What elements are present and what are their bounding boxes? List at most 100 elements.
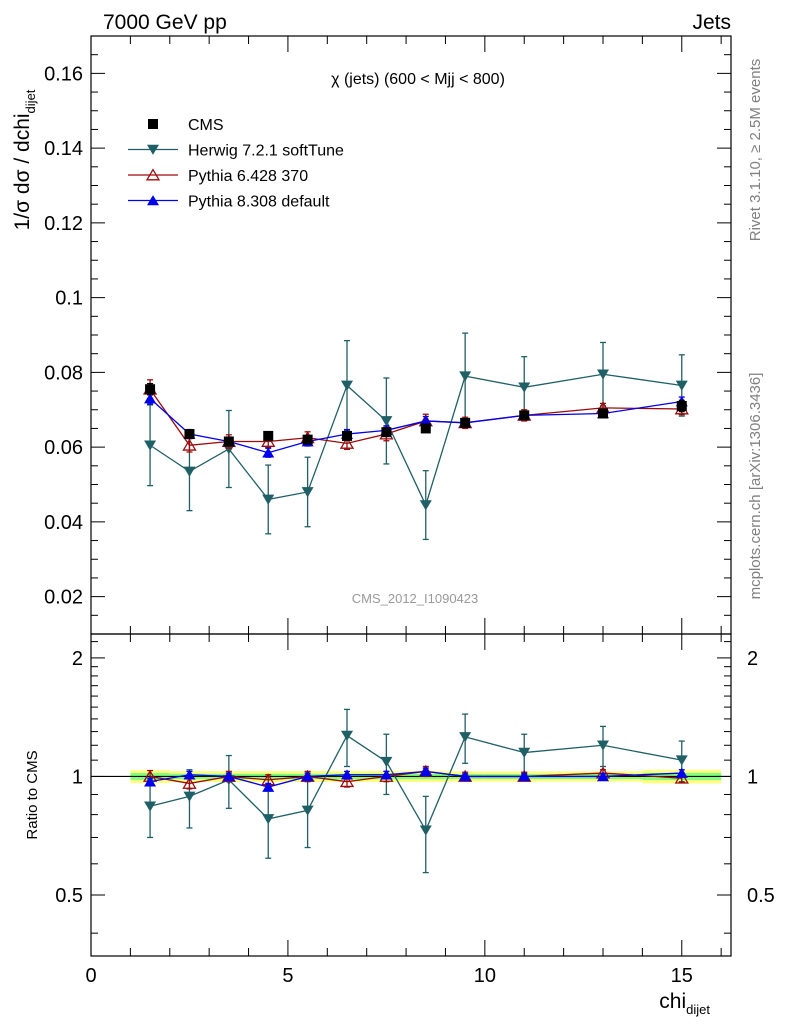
ratio-y-tick-label: 1 — [72, 766, 83, 788]
main-herwig-7-2-1-softtune-point — [597, 369, 609, 380]
ratio-y-tick-label-right: 0.5 — [747, 885, 775, 907]
legend-pythia-6-428-370-label: Pythia 6.428 370 — [188, 168, 308, 185]
main-y-tick-label: 0.12 — [44, 213, 83, 235]
main-pythia-6-428-370-line — [149, 388, 682, 446]
main-herwig-7-2-1-softtune-point — [341, 380, 353, 391]
ratio-y-tick-label-right: 2 — [747, 648, 758, 670]
ratio-pythia-8-308-default-point — [518, 771, 531, 782]
main-cms-point — [145, 384, 156, 395]
main-herwig-7-2-1-softtune-point — [675, 380, 688, 391]
main-cms-point — [263, 430, 274, 441]
chart-title: χ (jets) (600 < Mjj < 800) — [331, 71, 505, 88]
legend-herwig-7-2-1-softtune-marker — [147, 144, 159, 155]
x-axis-title-text: chi — [659, 990, 686, 1013]
ratio-herwig-7-2-1-softtune-point — [518, 747, 531, 758]
main-y-tick-label: 0.04 — [44, 512, 83, 534]
main-y-axis-title: 1/σ dσ / dchidijet — [11, 89, 38, 230]
ratio-panel: 0.5 0.5 1 1 2 2 0 5 10 15 — [55, 633, 775, 987]
ratio-herwig-7-2-1-softtune-point — [380, 756, 393, 768]
x-axis-title: chidijet — [659, 990, 710, 1017]
legend-pythia-8-308-default-label: Pythia 8.308 default — [188, 194, 330, 211]
main-pythia-8-308-default-point — [144, 393, 157, 404]
ratio-herwig-7-2-1-softtune-point — [419, 825, 432, 836]
ratio-y-tick-label: 2 — [72, 648, 83, 670]
ratio-pythia-8-308-default-line — [149, 770, 682, 788]
ratio-herwig-7-2-1-softtune-point — [675, 755, 688, 766]
ratio-herwig-7-2-1-softtune-point — [301, 805, 314, 816]
main-pythia-8-308-default-line — [149, 398, 682, 454]
ratio-y-axis-title: Ratio to CMS — [24, 750, 41, 839]
main-herwig-7-2-1-softtune-point — [301, 487, 314, 498]
main-herwig-7-2-1-softtune-point — [419, 500, 432, 511]
ratio-pythia-8-308-default-point — [341, 769, 353, 780]
legend: CMS Herwig 7.2.1 softTune Pythia 6.428 370… — [128, 117, 344, 211]
series-main-cms — [145, 382, 687, 447]
main-cms-point — [223, 436, 234, 447]
ratio-pythia-8-308-default-point — [183, 769, 196, 780]
ratio-pythia-8-308-default-point — [262, 781, 275, 792]
main-cms-point — [381, 427, 392, 438]
main-y-tick-label: 0.14 — [44, 138, 83, 160]
main-cms-point — [676, 401, 687, 412]
header-right: Jets — [692, 11, 731, 34]
x-tick-label: 15 — [671, 965, 693, 987]
ratio-pythia-8-308-default-point — [301, 771, 314, 782]
x-tick-label: 0 — [85, 965, 96, 987]
ratio-pythia-6-428-370-point — [674, 771, 689, 784]
main-pythia-6-428-370-point — [182, 438, 197, 451]
ratio-pythia-8-308-default-point — [222, 771, 235, 782]
main-cms-point — [519, 410, 530, 421]
main-cms-point — [184, 429, 195, 440]
ratio-herwig-7-2-1-softtune-line — [149, 734, 682, 832]
main-panel: 0.02 0.04 0.06 0.08 0.1 0.12 0.14 0.16 — [44, 35, 732, 635]
legend-cms-label: CMS — [188, 117, 224, 134]
ratio-pythia-8-308-default-point — [144, 776, 157, 787]
ratio-pythia-6-428-370-point — [182, 776, 197, 789]
main-herwig-7-2-1-softtune-point — [380, 416, 393, 427]
analysis-watermark: CMS_2012_I1090423 — [352, 591, 479, 606]
ratio-pythia-8-308-default-point — [597, 771, 609, 782]
main-herwig-7-2-1-softtune-point — [262, 494, 275, 505]
main-y-tick-label: 0.16 — [44, 63, 83, 85]
main-y-tick-label: 0.06 — [44, 437, 83, 459]
x-tick-label: 10 — [474, 965, 496, 987]
ratio-herwig-7-2-1-softtune-point — [341, 730, 353, 741]
main-cms-point — [342, 430, 352, 441]
main-y-axis-title-text: 1/σ dσ / dchi — [11, 113, 34, 230]
ratio-herwig-7-2-1-softtune-point — [144, 801, 157, 812]
mcplots-label: mcplots.cern.ch [arXiv:1306.3436] — [747, 373, 764, 600]
ratio-pythia-8-308-default-point — [419, 765, 432, 777]
main-cms-point — [598, 408, 608, 419]
main-herwig-7-2-1-softtune-point — [144, 440, 157, 451]
main-pythia-6-428-370-point — [261, 434, 276, 447]
main-y-axis-title-subscript: dijet — [23, 89, 38, 113]
main-pythia-6-428-370-point — [339, 436, 355, 449]
x-tick-label: 5 — [282, 965, 293, 987]
legend-cms-marker — [148, 119, 158, 129]
main-y-tick-label: 0.08 — [44, 362, 83, 384]
ratio-y-tick-label-right: 1 — [747, 766, 758, 788]
rivet-version-label: Rivet 3.1.10, ≥ 2.5M events — [747, 59, 764, 242]
x-axis-title-subscript: dijet — [686, 1002, 710, 1017]
main-herwig-7-2-1-softtune-point — [518, 382, 531, 393]
legend-pythia-6-428-370-marker — [145, 168, 161, 181]
ratio-herwig-7-2-1-softtune-point — [183, 791, 196, 802]
main-cms-point — [302, 434, 313, 445]
ratio-pythia-8-308-default-point — [380, 769, 393, 780]
legend-herwig-7-2-1-softtune-label: Herwig 7.2.1 softTune — [188, 143, 344, 160]
ratio-herwig-7-2-1-softtune-point — [459, 732, 472, 743]
main-herwig-7-2-1-softtune-point — [459, 371, 472, 382]
main-pythia-8-308-default-point — [262, 447, 275, 458]
series-ratio-pythia-8-308-default — [144, 765, 688, 792]
main-frame — [90, 35, 732, 635]
ratio-pythia-8-308-default-point — [675, 767, 688, 778]
ratio-y-tick-label: 0.5 — [55, 885, 83, 907]
main-y-tick-label: 0.02 — [44, 587, 83, 609]
ratio-pythia-8-308-default-point — [459, 771, 472, 782]
ratio-pythia-6-428-370-point — [339, 774, 355, 788]
main-y-tick-label: 0.1 — [55, 288, 83, 310]
ratio-herwig-7-2-1-softtune-point — [262, 814, 275, 825]
series-ratio-herwig-7-2-1-softtune — [144, 708, 688, 874]
ratio-frame — [90, 633, 732, 957]
